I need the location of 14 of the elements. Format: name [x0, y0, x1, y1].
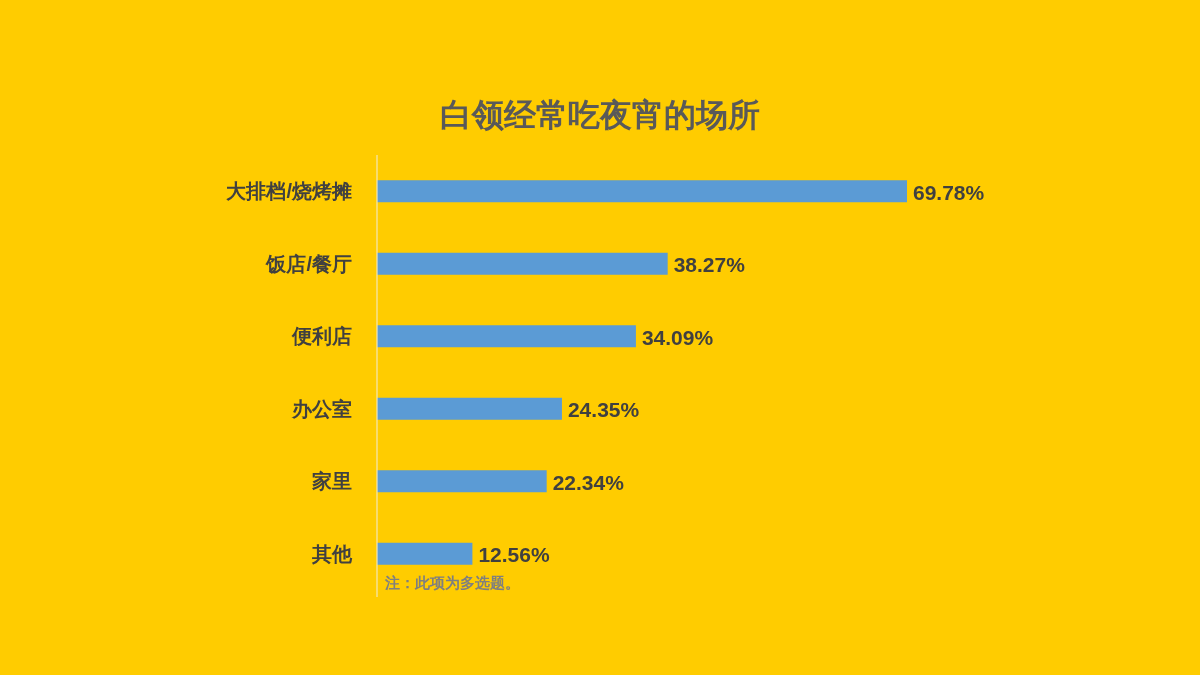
category-label: 家里 [312, 470, 352, 493]
title: 白领经常吃夜宵的场所 [440, 97, 760, 133]
category-label: 办公室 [292, 397, 352, 420]
annotation: 注：此项为多选题。 [385, 574, 520, 591]
value-label: 22.34% [552, 470, 624, 494]
category-label: 其他 [312, 542, 352, 565]
category-label: 饭店/餐厅 [266, 252, 352, 275]
value-label: 12.56% [478, 543, 550, 567]
value-label: 38.27% [673, 253, 745, 277]
category-label: 大排档/烧烤摊 [226, 180, 352, 203]
value-label: 69.78% [913, 180, 985, 204]
category-label: 便利店 [292, 325, 352, 348]
value-label: 34.09% [641, 325, 714, 349]
value-label: 24.35% [567, 398, 640, 422]
